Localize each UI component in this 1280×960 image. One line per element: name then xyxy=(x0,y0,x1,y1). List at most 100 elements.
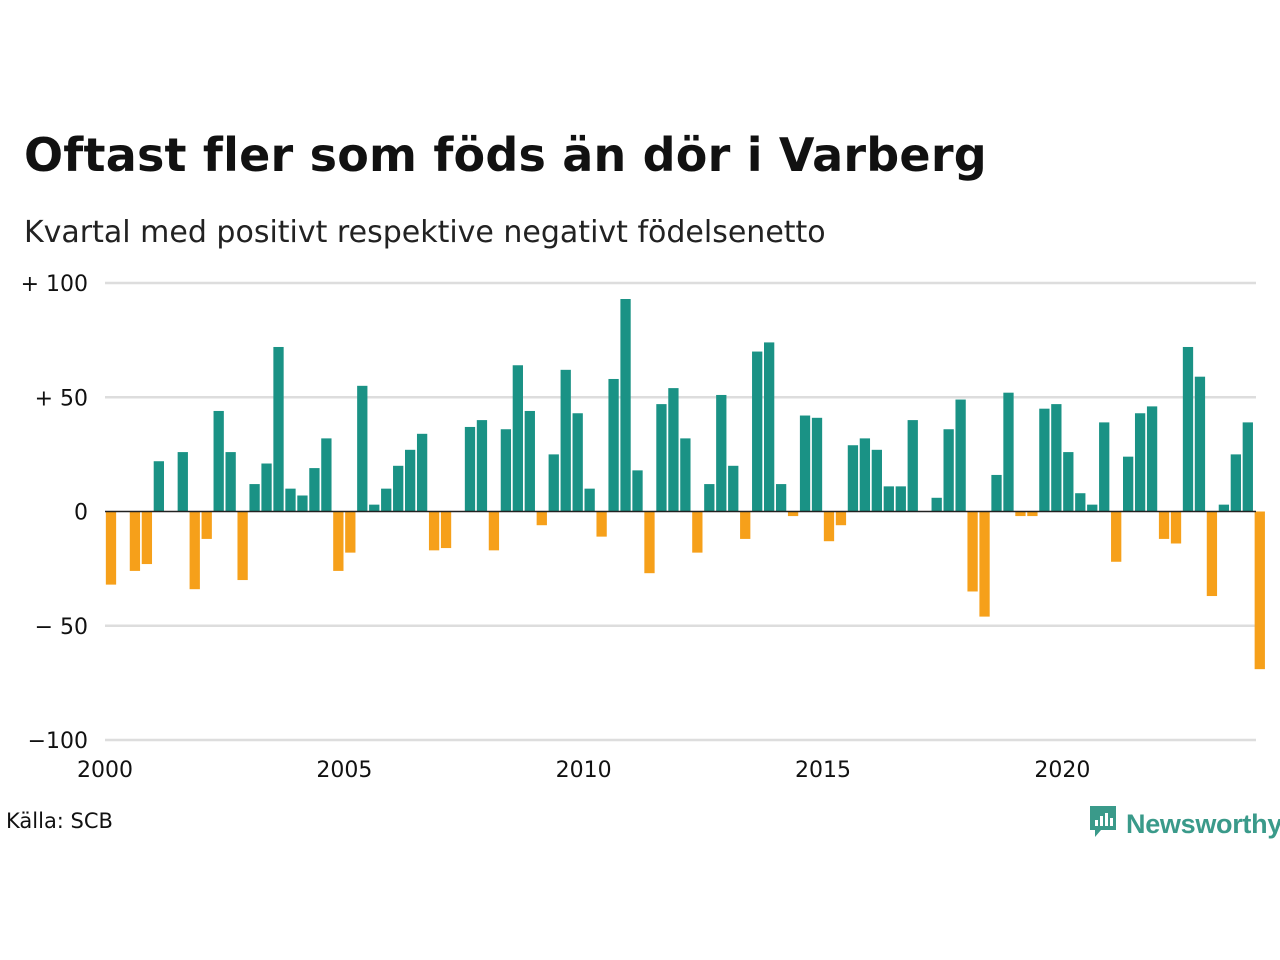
bar-negative xyxy=(1015,511,1026,517)
chart-title: Oftast fler som föds än dör i Varberg xyxy=(24,128,987,182)
bar-positive xyxy=(416,433,428,512)
bar-negative xyxy=(644,511,655,574)
bar-positive xyxy=(799,415,811,512)
bar-positive xyxy=(775,484,787,512)
y-tick-label: −100 xyxy=(28,729,88,754)
bar-positive xyxy=(476,420,488,512)
bar-positive xyxy=(285,488,296,512)
bar-positive xyxy=(1146,406,1158,512)
bar-positive xyxy=(943,429,954,512)
bar-negative xyxy=(740,511,751,539)
bar-negative xyxy=(1206,511,1218,597)
bar-negative xyxy=(428,511,440,551)
bar-negative xyxy=(440,511,452,549)
bar-positive xyxy=(811,417,823,512)
bar-positive xyxy=(991,474,1002,512)
bar-positive xyxy=(500,429,512,512)
bar-positive xyxy=(225,452,236,512)
bar-positive xyxy=(1182,346,1194,512)
bar-positive xyxy=(405,449,416,512)
bar-positive xyxy=(1087,504,1098,512)
bar-positive xyxy=(1194,376,1206,512)
bar-positive xyxy=(524,410,535,512)
bar-positive xyxy=(572,413,583,512)
bar-negative xyxy=(596,511,607,537)
bar-positive xyxy=(764,342,775,512)
source-note: Källa: SCB xyxy=(6,809,113,833)
bar-negative xyxy=(823,511,835,542)
bar-positive xyxy=(1063,452,1074,512)
bar-positive xyxy=(249,484,260,512)
y-axis-ticks: + 100 + 50 0 − 50 −100 xyxy=(21,272,88,754)
bars xyxy=(105,299,1265,670)
x-tick-label: 2000 xyxy=(77,758,133,783)
y-tick-label: 0 xyxy=(74,501,88,526)
brand-name: Newsworthy xyxy=(1126,808,1280,839)
bar-positive xyxy=(273,346,284,512)
bar-positive xyxy=(357,385,368,512)
bar-negative xyxy=(488,511,500,551)
bar-positive xyxy=(656,404,667,512)
x-axis-ticks: 2000 2005 2010 2015 2020 xyxy=(77,758,1090,783)
bar-positive xyxy=(632,470,643,512)
bar-negative xyxy=(536,511,547,526)
bar-positive xyxy=(464,426,476,512)
bar-positive xyxy=(297,495,308,512)
y-tick-label: + 100 xyxy=(21,272,88,297)
x-tick-label: 2010 xyxy=(556,758,612,783)
bar-negative xyxy=(201,511,212,539)
bar-positive xyxy=(309,468,320,512)
bar-positive xyxy=(1051,404,1062,512)
bar-positive xyxy=(261,463,272,512)
bar-positive xyxy=(871,449,882,512)
y-tick-label: − 50 xyxy=(35,615,88,640)
bar-positive xyxy=(1099,422,1110,512)
bar-negative xyxy=(333,511,344,571)
bar-positive xyxy=(704,484,715,512)
bar-negative xyxy=(967,511,978,592)
bar-positive xyxy=(931,497,942,512)
chart-subtitle: Kvartal med positivt respektive negativt… xyxy=(24,215,826,250)
bar-positive xyxy=(548,454,559,512)
bar-positive xyxy=(752,351,763,512)
bar-positive xyxy=(153,461,164,512)
x-tick-label: 2020 xyxy=(1034,758,1090,783)
bar-positive xyxy=(859,438,871,512)
bar-positive xyxy=(393,465,404,512)
bar-positive xyxy=(1230,454,1241,512)
bar-positive xyxy=(1242,422,1253,512)
bar-positive xyxy=(560,369,571,512)
bar-positive xyxy=(883,486,894,512)
bar-negative xyxy=(1027,511,1038,517)
bar-positive xyxy=(847,445,859,512)
bar-positive xyxy=(716,394,727,512)
bar-negative xyxy=(979,511,990,617)
gridlines xyxy=(105,281,1256,742)
bar-positive xyxy=(608,378,619,512)
bar-positive xyxy=(512,365,523,512)
bar-negative xyxy=(141,511,153,565)
brand-logo[interactable]: Newsworthy xyxy=(1088,804,1280,844)
x-tick-label: 2015 xyxy=(795,758,851,783)
bar-negative xyxy=(692,511,703,553)
bar-positive xyxy=(381,488,392,512)
bar-chart: + 100 + 50 0 − 50 −100 2000 2005 2010 2015 2020 xyxy=(21,272,1265,783)
bar-negative xyxy=(1111,511,1122,562)
y-tick-label: + 50 xyxy=(35,386,88,411)
bar-positive xyxy=(1003,392,1014,512)
bar-negative xyxy=(1158,511,1170,539)
bar-negative xyxy=(835,511,847,526)
bar-positive xyxy=(1075,493,1086,512)
bar-negative xyxy=(105,511,117,585)
bar-positive xyxy=(680,438,691,512)
bar-positive xyxy=(584,488,595,512)
bar-negative xyxy=(1254,511,1265,670)
bar-positive xyxy=(369,504,380,512)
bar-positive xyxy=(213,410,224,512)
bar-positive xyxy=(321,438,332,512)
bar-negative xyxy=(787,511,799,517)
bar-positive xyxy=(1123,456,1134,512)
bar-positive xyxy=(1134,413,1146,512)
bar-negative xyxy=(129,511,141,571)
bar-negative xyxy=(1170,511,1182,544)
